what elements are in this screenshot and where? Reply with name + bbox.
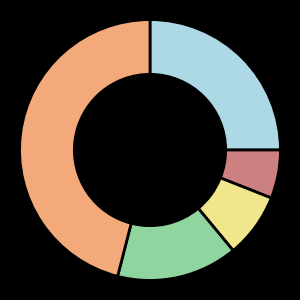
Wedge shape bbox=[150, 20, 280, 150]
Wedge shape bbox=[220, 150, 280, 198]
Wedge shape bbox=[20, 20, 150, 276]
Wedge shape bbox=[118, 208, 233, 280]
Wedge shape bbox=[198, 178, 271, 250]
